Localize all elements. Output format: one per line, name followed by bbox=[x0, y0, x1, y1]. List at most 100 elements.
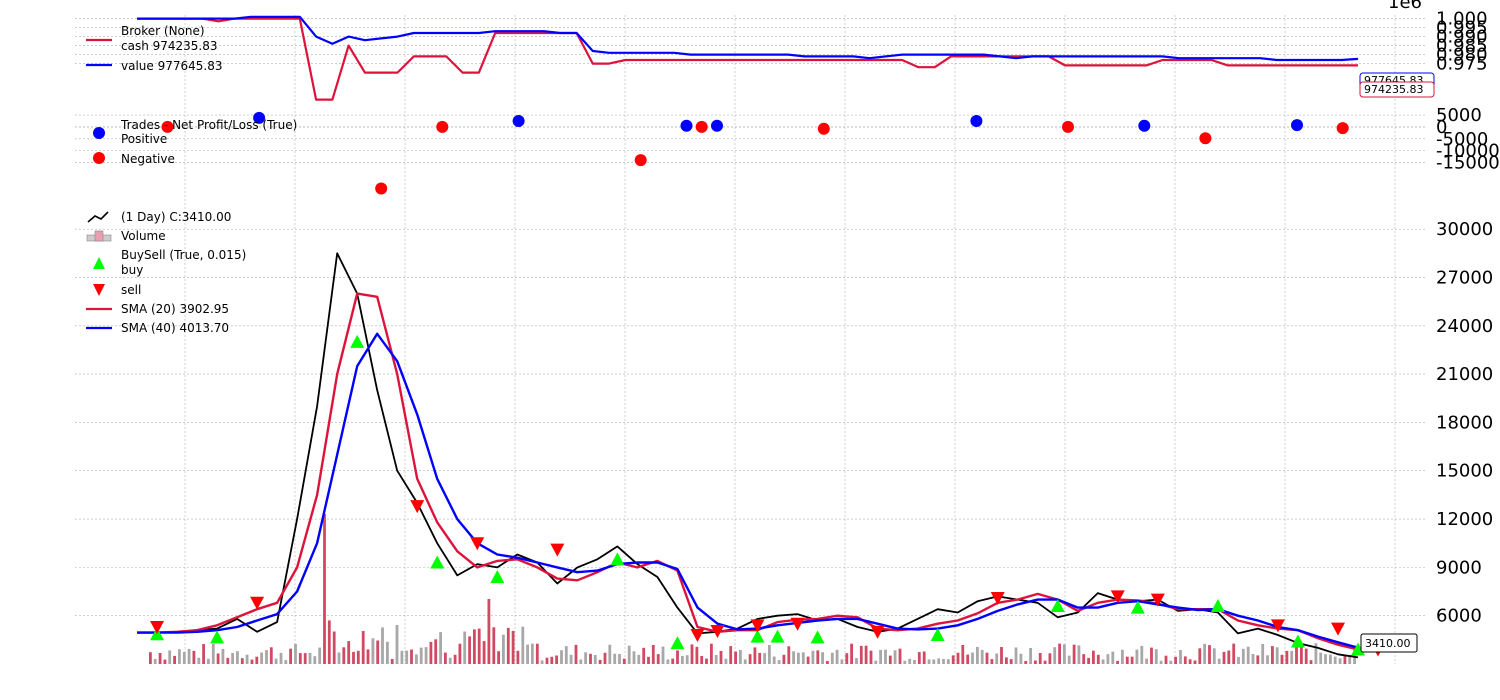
buy-marker bbox=[490, 570, 505, 584]
buy-marker bbox=[770, 629, 785, 643]
volume-bar bbox=[424, 647, 428, 664]
broker-offset-label: 1e6 bbox=[1388, 0, 1422, 13]
volume-bar bbox=[1275, 647, 1279, 664]
volume-bar bbox=[511, 630, 515, 664]
volume-bar bbox=[1193, 660, 1197, 664]
volume-bar bbox=[1246, 646, 1250, 664]
sell-marker bbox=[790, 617, 805, 631]
volume-bar bbox=[1087, 657, 1090, 664]
volume-bar bbox=[971, 652, 974, 664]
broker-cash-tag-text: 974235.83 bbox=[1364, 83, 1424, 96]
price-tick-label: 9000 bbox=[1436, 557, 1482, 578]
volume-bar bbox=[1058, 643, 1061, 664]
volume-bar bbox=[946, 659, 950, 664]
sell-marker bbox=[750, 619, 765, 633]
volume-bar bbox=[1203, 643, 1206, 664]
volume-bar bbox=[695, 646, 699, 664]
volume-bar bbox=[787, 646, 791, 664]
broker-tick-label: 0.990 bbox=[1436, 27, 1488, 48]
legend-volume-swatch-inner bbox=[94, 230, 104, 242]
volume-bar bbox=[347, 641, 351, 664]
volume-bar bbox=[627, 645, 631, 664]
cash-line bbox=[137, 17, 1358, 101]
volume-bar bbox=[1072, 644, 1076, 664]
volume-bar bbox=[1038, 653, 1042, 664]
volume-bar bbox=[922, 651, 926, 664]
sell-marker bbox=[1150, 593, 1165, 607]
volume-bar bbox=[521, 626, 525, 664]
trade-positive-point bbox=[680, 119, 693, 132]
volume-bar bbox=[342, 647, 346, 664]
volume-bar bbox=[990, 659, 994, 664]
price-tick-label: 18000 bbox=[1436, 412, 1493, 433]
sell-marker bbox=[1110, 590, 1125, 604]
volume-bar bbox=[1319, 652, 1323, 664]
volume-bar bbox=[598, 659, 602, 664]
volume-bar bbox=[1043, 660, 1047, 664]
trades-legend: Trades - Net Profit/Loss (True) Positive… bbox=[93, 118, 297, 166]
sell-marker bbox=[470, 537, 485, 551]
volume-bar bbox=[434, 639, 438, 664]
volume-bar bbox=[376, 640, 380, 664]
sell-marker bbox=[990, 591, 1005, 605]
volume-bar bbox=[182, 652, 186, 664]
legend-positive-label: Positive bbox=[121, 132, 167, 146]
volume-bar bbox=[221, 648, 225, 664]
volume-bar bbox=[884, 649, 887, 664]
volume-bar bbox=[569, 654, 573, 664]
volume-bar bbox=[429, 641, 433, 664]
volume-bar bbox=[961, 645, 965, 664]
buy-marker bbox=[670, 636, 685, 650]
volume-bar bbox=[719, 651, 723, 664]
volume-bar bbox=[864, 645, 868, 664]
volume-bar bbox=[589, 653, 592, 664]
volume-bar bbox=[1300, 646, 1303, 664]
volume-bar bbox=[724, 658, 728, 664]
volume-bar bbox=[1096, 654, 1100, 664]
volume-bar bbox=[1348, 654, 1352, 664]
volume-bar bbox=[768, 645, 771, 664]
volume-bar bbox=[811, 650, 815, 664]
volume-bar bbox=[1198, 648, 1202, 664]
volume-bar bbox=[1077, 645, 1081, 664]
volume-bar bbox=[888, 655, 892, 664]
volume-bar bbox=[1053, 647, 1057, 664]
buy-marker bbox=[350, 334, 365, 348]
volume-bar bbox=[859, 645, 863, 664]
volume-bar bbox=[622, 658, 626, 664]
volume-bar bbox=[1009, 659, 1013, 664]
volume-bar bbox=[874, 660, 878, 664]
volume-bar bbox=[386, 641, 389, 664]
sell-marker bbox=[410, 500, 425, 514]
volume-bar bbox=[705, 658, 708, 664]
price-tick-label: 6000 bbox=[1436, 606, 1482, 627]
volume-bar bbox=[637, 654, 641, 664]
volume-bar bbox=[550, 656, 554, 664]
volume-bar bbox=[279, 652, 283, 664]
volume-bar bbox=[821, 652, 824, 664]
volume-bar bbox=[593, 655, 597, 664]
volume-bar bbox=[1063, 644, 1066, 664]
broker-legend: Broker (None) cash 974235.83 value 97764… bbox=[86, 24, 222, 73]
volume-bar bbox=[332, 631, 336, 664]
volume-bar bbox=[603, 652, 607, 664]
legend-sell-swatch bbox=[93, 284, 105, 296]
volume-bar bbox=[1304, 648, 1308, 664]
volume-bar bbox=[1324, 654, 1327, 664]
volume-bar bbox=[681, 656, 684, 664]
volume-bar bbox=[835, 649, 839, 664]
trade-positive-point bbox=[1291, 119, 1303, 132]
volume-bar bbox=[390, 659, 394, 664]
volume-bar bbox=[753, 647, 757, 664]
trades-tick-label: 5000 bbox=[1436, 105, 1482, 126]
buy-marker bbox=[1050, 599, 1065, 613]
volume-bar bbox=[468, 636, 471, 664]
legend-buysell-label: BuySell (True, 0.015) bbox=[121, 248, 246, 262]
volume-bar bbox=[337, 652, 341, 664]
volume-bar bbox=[1285, 650, 1289, 664]
volume-bar bbox=[1111, 651, 1115, 664]
volume-bar bbox=[415, 654, 418, 664]
volume-bar bbox=[1125, 656, 1129, 664]
